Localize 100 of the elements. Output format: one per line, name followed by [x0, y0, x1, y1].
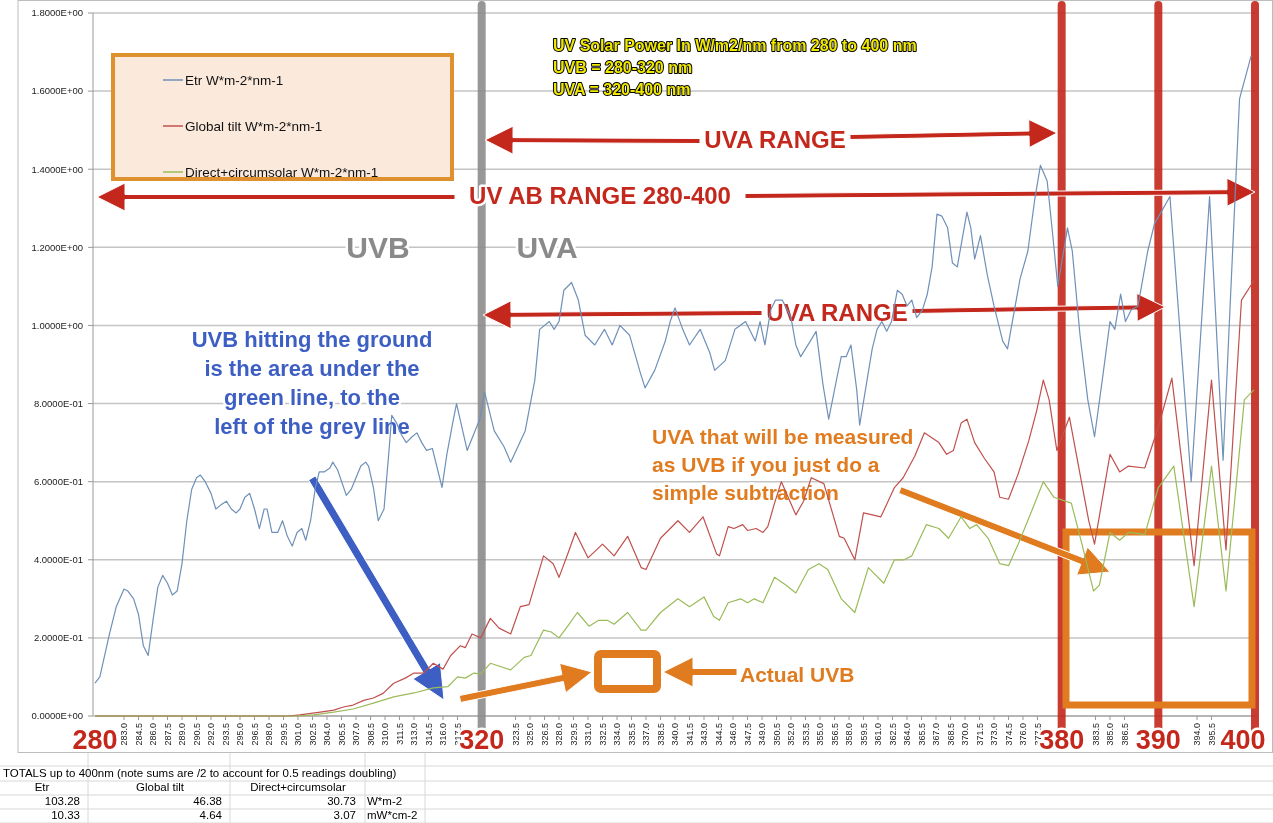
x-tick-label: 316.0: [438, 723, 449, 746]
x-tick-label: 356.5: [829, 723, 840, 746]
ref-line-label: 400: [1220, 725, 1266, 755]
text: Direct+circumsolar: [250, 781, 346, 793]
x-tick-label: 332.5: [597, 723, 608, 746]
x-tick-label: 370.0: [960, 723, 971, 746]
x-tick-label: 395.5: [1206, 723, 1217, 746]
x-tick-label: 302.5: [307, 723, 318, 746]
x-tick-label: 311.5: [394, 723, 405, 745]
x-tick-label: 361.0: [873, 723, 884, 746]
x-tick-label: 394.0: [1192, 723, 1203, 746]
ref-line-label: 390: [1135, 725, 1181, 755]
x-tick-label: 325.0: [525, 723, 536, 746]
legend-label: Direct+circumsolar W*m-2*nm-1: [185, 164, 379, 180]
y-tick-label: 1.2000E+00: [31, 241, 83, 253]
annotation: UVA = 320-400 nm: [553, 81, 691, 98]
x-tick-label: 310.0: [380, 723, 391, 746]
text: 3.07: [333, 809, 356, 821]
x-tick-label: 374.5: [1003, 723, 1014, 746]
x-tick-label: 331.0: [583, 723, 594, 746]
y-tick-label: 6.0000E-01: [33, 475, 83, 487]
annotation: UVA RANGE: [766, 299, 908, 326]
text: 10.33: [51, 809, 80, 821]
x-tick-label: 365.5: [916, 723, 927, 746]
x-tick-label: 307.0: [351, 723, 362, 746]
annotation: UVA RANGE: [704, 126, 846, 153]
x-tick-label: 298.0: [264, 723, 275, 746]
x-tick-label: 286.0: [148, 723, 159, 746]
x-tick-label: 335.5: [626, 723, 637, 746]
x-tick-label: 299.5: [278, 723, 289, 746]
x-tick-label: 289.0: [177, 723, 188, 746]
x-tick-label: 355.0: [815, 723, 826, 746]
legend-label: Etr W*m-2*nm-1: [185, 72, 284, 88]
annotation: Actual UVB: [740, 663, 855, 686]
annotation: UVB = 280-320 nm: [553, 59, 693, 76]
x-tick-label: 346.0: [728, 723, 739, 746]
x-tick-label: 368.5: [945, 723, 956, 746]
x-tick-label: 376.0: [1018, 723, 1029, 746]
x-tick-label: 337.0: [641, 723, 652, 746]
x-tick-label: 287.5: [162, 723, 173, 746]
y-tick-label: 4.0000E-01: [33, 554, 83, 566]
x-tick-label: 329.5: [568, 723, 579, 746]
x-tick-label: 383.5: [1090, 723, 1101, 746]
x-tick-label: 373.0: [989, 723, 1000, 746]
text: Etr: [34, 781, 50, 793]
text: 46.38: [193, 795, 222, 807]
x-tick-label: 283.0: [119, 723, 130, 746]
text: 103.28: [44, 795, 80, 807]
text: TOTALS up to 400nm (note sums are /2 to account for 0.5 readings doubling): [3, 767, 397, 779]
x-tick-label: 359.5: [858, 723, 869, 746]
text: mW*cm-2: [367, 809, 418, 821]
x-tick-label: 341.5: [684, 723, 695, 746]
x-tick-label: 334.0: [612, 723, 623, 746]
x-tick-label: 284.5: [133, 723, 144, 746]
x-tick-label: 350.5: [771, 723, 782, 746]
legend-label: Global tilt W*m-2*nm-1: [185, 118, 323, 134]
x-tick-label: 304.0: [322, 723, 333, 746]
y-tick-label: 1.8000E+00: [31, 7, 83, 19]
y-tick-label: 0.0000E+00: [31, 710, 83, 722]
y-tick-label: 1.6000E+00: [31, 85, 83, 97]
x-tick-label: 386.5: [1119, 723, 1130, 746]
text: W*m-2: [367, 795, 403, 807]
x-tick-label: 344.5: [713, 723, 724, 746]
y-tick-label: 2.0000E-01: [33, 632, 83, 644]
x-tick-label: 338.5: [655, 723, 666, 746]
x-tick-label: 328.0: [554, 723, 565, 746]
x-tick-label: 358.0: [844, 723, 855, 746]
x-tick-label: 305.5: [336, 723, 347, 746]
x-tick-label: 371.5: [974, 723, 985, 746]
annotation: UV AB RANGE 280-400: [469, 182, 731, 209]
annotation: UVA: [516, 231, 578, 264]
x-tick-label: 352.0: [786, 723, 797, 746]
x-tick-label: 295.0: [235, 723, 246, 746]
x-tick-label: 364.0: [902, 723, 913, 746]
y-tick-label: 1.4000E+00: [31, 163, 83, 175]
x-tick-label: 353.5: [800, 723, 811, 746]
x-tick-label: 326.5: [539, 723, 550, 746]
text: 4.64: [199, 809, 223, 821]
x-tick-label: 323.5: [510, 723, 521, 746]
x-tick-label: 343.0: [699, 723, 710, 746]
x-tick-label: 292.0: [206, 723, 217, 746]
x-tick-label: 367.0: [931, 723, 942, 746]
x-tick-label: 349.0: [757, 723, 768, 746]
x-tick-label: 313.0: [409, 723, 420, 746]
x-tick-label: 385.0: [1105, 723, 1116, 746]
x-tick-label: 362.5: [887, 723, 898, 746]
annotation: UVB: [346, 231, 410, 264]
x-tick-label: 340.0: [670, 723, 681, 746]
y-tick-label: 1.0000E+00: [31, 319, 83, 331]
x-tick-label: 314.5: [423, 723, 434, 746]
x-tick-label: 293.5: [220, 723, 231, 746]
x-tick-label: 347.5: [742, 723, 753, 746]
x-tick-label: 308.5: [365, 723, 376, 746]
text: 30.73: [327, 795, 356, 807]
x-tick-label: 301.0: [293, 723, 304, 746]
annotation: 280: [72, 725, 118, 755]
annotation: UV Solar Power In W/m2/nm from 280 to 400 nm: [553, 37, 917, 54]
y-tick-label: 8.0000E-01: [33, 397, 83, 409]
line-series: [94, 55, 1252, 684]
x-tick-label: 296.5: [249, 723, 260, 746]
